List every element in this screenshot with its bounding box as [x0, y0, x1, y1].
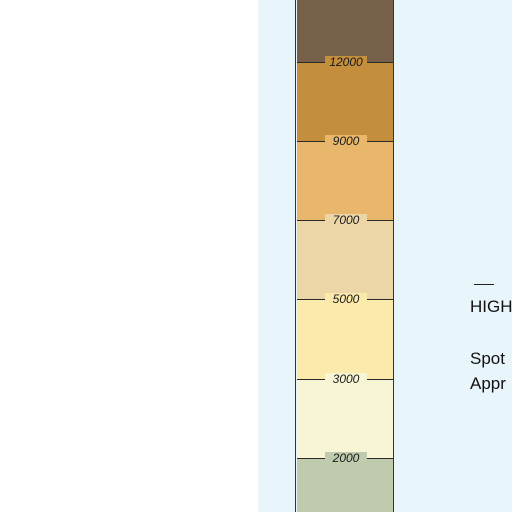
elevation-band-5000-7000 [297, 220, 393, 299]
tick-label-7000: 7000 [325, 214, 367, 226]
tick-label-9000: 9000 [325, 135, 367, 147]
legend-line-symbol [474, 284, 494, 285]
elevation-band-9000-12000 [297, 62, 393, 141]
tick-label-5000: 5000 [325, 293, 367, 305]
tick-label-3000: 3000 [325, 373, 367, 385]
tick-label-12000: 12000 [325, 56, 367, 68]
tick-label-2000: 2000 [325, 452, 367, 464]
elevation-band-3000-5000 [297, 299, 393, 379]
legend-appr-label: Appr [470, 374, 506, 393]
elevation-band-2000-3000 [297, 379, 393, 458]
legend-high-label: HIGH [470, 297, 512, 316]
elevation-band-below-2000 [297, 458, 393, 512]
legend-spot-label: Spot [470, 349, 505, 368]
elevation-band-above-12000 [297, 0, 393, 62]
elevation-scale-frame [295, 0, 394, 512]
elevation-band-7000-9000 [297, 141, 393, 220]
